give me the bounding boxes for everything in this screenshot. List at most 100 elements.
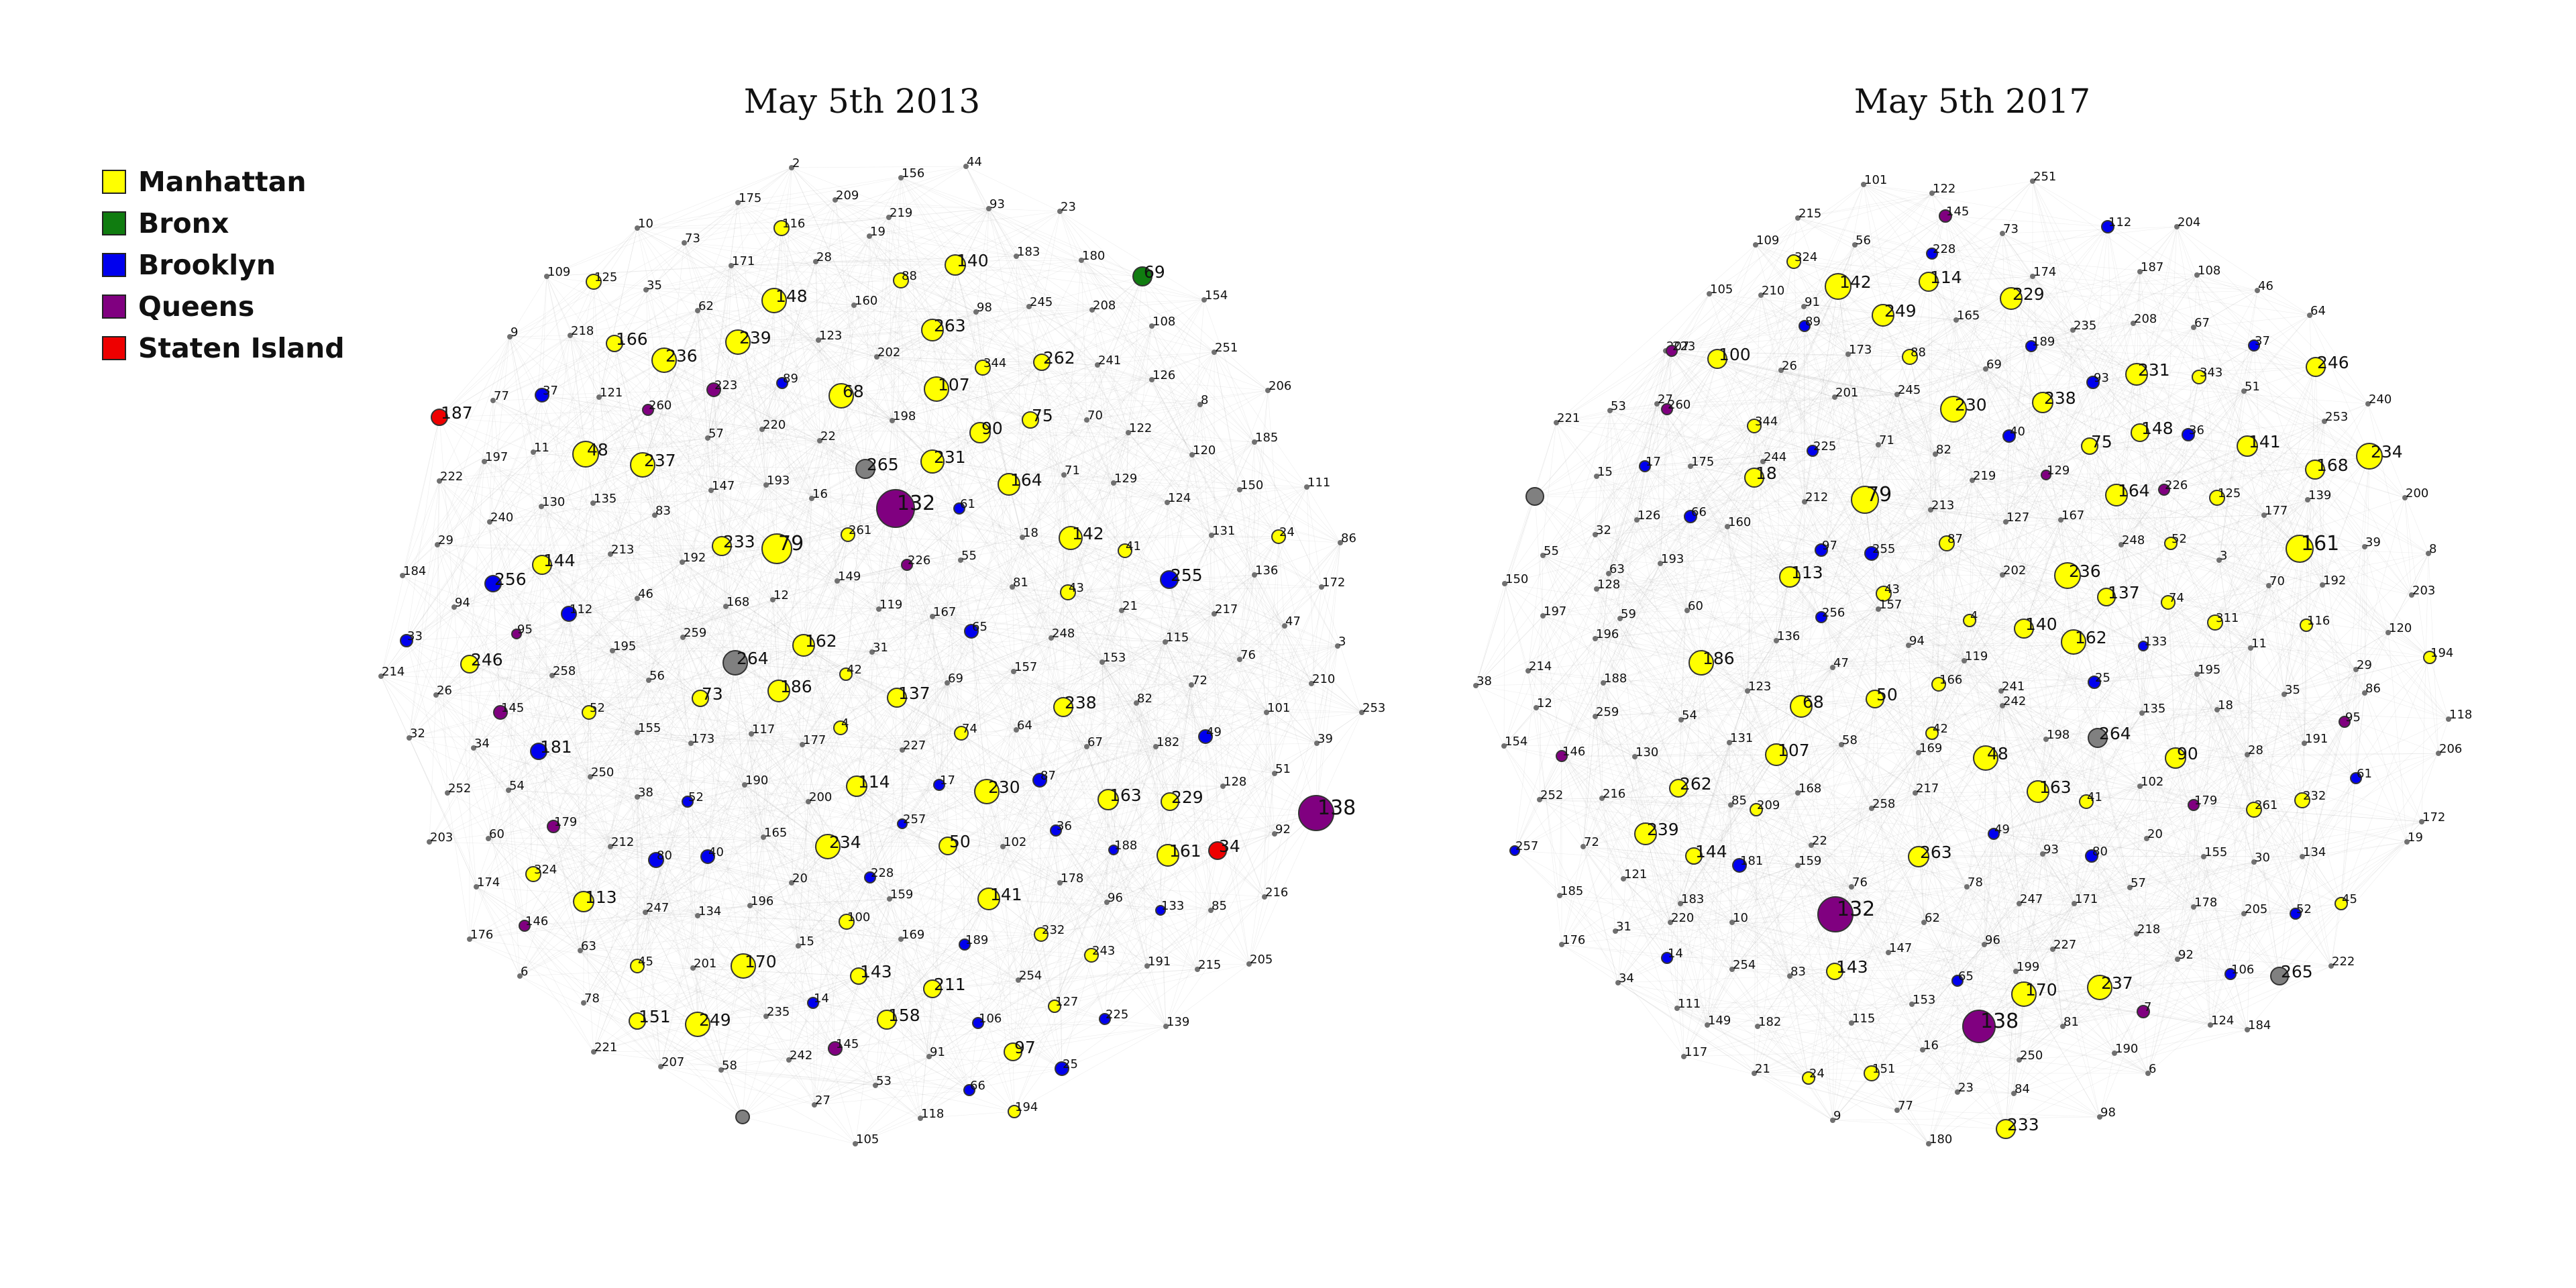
graph-edge — [489, 521, 494, 584]
graph-edge — [592, 360, 665, 504]
graph-edge — [818, 339, 838, 582]
graph-edge — [1012, 404, 1201, 588]
graph-edge — [778, 440, 820, 692]
graph-edge — [900, 280, 977, 313]
graph-edge — [583, 912, 646, 1004]
graph-edge — [1022, 419, 1031, 538]
graph-edge — [900, 177, 1082, 261]
graph-edge — [1167, 502, 1322, 588]
graph-edge — [1124, 489, 1240, 551]
graph-edge — [955, 264, 960, 509]
graph-edge — [541, 409, 649, 566]
graph-edge — [988, 208, 1031, 421]
graph-edge — [737, 202, 977, 313]
graph-edge — [684, 242, 763, 430]
graph-edge — [1113, 352, 1215, 484]
graph-edge — [773, 208, 989, 301]
graph-edge — [637, 227, 708, 439]
graph-edge — [1475, 583, 1505, 686]
graph-edge — [847, 534, 1013, 588]
graph-edge — [932, 325, 1152, 462]
graph-edge — [610, 382, 783, 555]
graph-edge — [437, 480, 440, 545]
graph-edge — [906, 484, 1010, 566]
graph-edge — [1167, 502, 1170, 580]
graph-edge — [1124, 404, 1201, 551]
graph-edge — [1070, 537, 1338, 647]
graph-edge — [1016, 641, 1166, 731]
graph-edge — [1113, 482, 1322, 588]
graph-edge — [737, 341, 983, 368]
graph-edge — [1008, 379, 1152, 485]
graph-edge — [1016, 256, 1098, 366]
graph-edge — [637, 177, 902, 229]
graph-edge — [959, 432, 1129, 509]
graph-edge — [1124, 454, 1193, 551]
graph-edge — [975, 208, 989, 313]
graph-edge — [1776, 628, 2025, 641]
graph-edge — [819, 440, 972, 632]
graph-edge — [570, 202, 739, 336]
graph-edge — [612, 534, 849, 651]
graph-edge — [1022, 276, 1143, 538]
graph-edge — [437, 544, 683, 563]
graph-edge — [614, 343, 712, 491]
graph-edge — [932, 329, 1042, 363]
graph-edge — [713, 389, 812, 499]
graph-edge — [955, 264, 1205, 301]
graph-edge — [710, 490, 841, 729]
graph-edge — [979, 352, 1215, 433]
graph-edge — [489, 429, 763, 523]
graph-edge — [551, 502, 594, 676]
graph-edge — [682, 534, 849, 638]
graph-edge — [484, 336, 511, 462]
graph-edge — [509, 336, 611, 555]
graph-edge — [772, 420, 893, 600]
graph-edge — [982, 367, 1269, 391]
graph-edge — [982, 367, 1193, 455]
graph-edge — [869, 208, 989, 237]
graph-edge — [1063, 474, 1170, 580]
graph-edge — [489, 521, 570, 614]
graph-edge — [645, 289, 877, 358]
graph-edge — [761, 305, 855, 430]
graph-edge — [875, 1085, 921, 1119]
graph-edge — [1041, 276, 1143, 363]
graph-edge — [1041, 362, 1098, 366]
graph-edge — [1832, 667, 2095, 683]
graph-edge — [1214, 352, 1255, 576]
graph-edge — [1063, 474, 1240, 490]
graph-edge — [710, 432, 981, 491]
graph-edge — [737, 341, 896, 509]
graph-edge — [489, 360, 665, 523]
graph-edge — [509, 289, 647, 337]
graph-edge — [707, 395, 842, 439]
graph-edge — [1504, 583, 1537, 708]
graph-edge — [869, 235, 1087, 421]
graph-edge — [697, 310, 877, 358]
graph-edge — [749, 905, 902, 940]
graph-edge — [1063, 276, 1143, 476]
graph-edge — [900, 177, 956, 266]
graph-edge — [765, 484, 849, 535]
graph-edge — [900, 280, 1065, 476]
graph-edge — [1686, 610, 1822, 618]
graph-edge — [1086, 404, 1201, 421]
graph-edge — [1527, 519, 1638, 672]
graph-edge — [737, 202, 855, 306]
graph-edge — [815, 256, 1017, 262]
graph-edge — [778, 690, 903, 824]
graph-edge — [1239, 489, 1318, 744]
graph-edge — [975, 311, 1010, 485]
graph-edge — [1070, 537, 1087, 747]
graph-edge — [819, 440, 1010, 485]
graph-edge — [1012, 536, 1279, 588]
graph-edge — [541, 515, 655, 566]
graph-edge — [541, 394, 767, 486]
graph-edge — [380, 521, 490, 677]
graph-edge — [1191, 454, 1279, 537]
graph-edge — [936, 379, 1152, 390]
graph-edge — [900, 177, 933, 331]
graph-edge — [707, 437, 933, 617]
graph-edge — [642, 305, 855, 466]
